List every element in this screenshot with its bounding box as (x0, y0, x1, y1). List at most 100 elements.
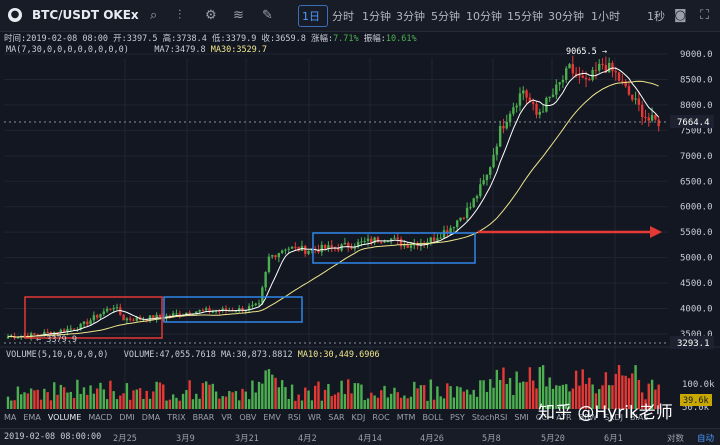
volume-bar (231, 392, 234, 409)
volume-bar (588, 377, 591, 409)
candle-body (294, 246, 297, 248)
candle-body (92, 315, 96, 321)
indicator-dmi[interactable]: DMI (119, 413, 135, 422)
indicator-stochrsi[interactable]: StochRSI (471, 413, 508, 422)
search-icon[interactable]: ⌕ (150, 8, 158, 23)
candle-body (109, 308, 112, 310)
log-scale-toggle[interactable]: 对数 (667, 434, 685, 444)
volume-bar (389, 393, 393, 409)
indicator-trix[interactable]: TRIX (167, 413, 186, 422)
volume-bar (489, 379, 492, 409)
volume-bar (403, 395, 406, 409)
candle-body (621, 80, 624, 82)
candle-body (366, 238, 370, 242)
indicator-bias[interactable]: BIAS (630, 413, 649, 422)
indicator-dma[interactable]: DMA (141, 413, 161, 422)
volume-bar (492, 387, 495, 409)
indicator-ema[interactable]: EMA (23, 413, 41, 422)
volume-bar (607, 385, 611, 409)
candle-body (195, 311, 198, 314)
candle-body (62, 329, 66, 332)
interval-3m[interactable]: 3分钟 (396, 10, 425, 23)
low-marker-box (670, 336, 714, 349)
volume-bar (16, 386, 20, 409)
fullscreen-icon[interactable]: ⛶ (700, 8, 710, 23)
volume-bar (49, 400, 53, 409)
volume-bar (604, 372, 608, 409)
indicator-ma[interactable]: MA (4, 413, 17, 422)
camera-icon[interactable]: ◙ (674, 8, 687, 23)
indicator-skdj[interactable]: SKDJ (604, 413, 624, 422)
volume-bar (158, 382, 162, 409)
indicator-bbw[interactable]: BBW (578, 413, 598, 422)
candle-body (310, 248, 314, 251)
indicator-kdj[interactable]: KDJ (351, 413, 366, 422)
indicator-mtm[interactable]: MTM (396, 413, 416, 422)
chart-type-icon[interactable]: ⫶ (178, 8, 182, 23)
interval-15m[interactable]: 15分钟 (507, 10, 543, 23)
interval-30m[interactable]: 30分钟 (548, 10, 584, 23)
volume-bar (591, 384, 594, 409)
volume-bar (142, 398, 145, 409)
info-low: 低:3379.9 (212, 34, 257, 44)
indicator-icon[interactable]: ≋ (233, 8, 244, 23)
interval-realtime[interactable]: 分时 (332, 10, 354, 23)
candle-body (598, 63, 601, 71)
candle-body (449, 227, 452, 233)
price-axis-label: 8000.0 (680, 101, 713, 111)
volume-bar (168, 399, 172, 409)
indicator-psy[interactable]: PSY (450, 413, 465, 422)
indicator-boll[interactable]: BOLL (422, 413, 444, 422)
volume-ma10: MA10:30,449.6906 (297, 350, 380, 360)
pair-title[interactable]: BTC/USDT OKEx (32, 8, 139, 22)
volume-bar (657, 384, 660, 409)
candle-body (247, 306, 251, 310)
volume-bar (297, 394, 300, 409)
interval-5m[interactable]: 5分钟 (431, 10, 460, 23)
indicator-sar[interactable]: SAR (328, 413, 345, 422)
auto-scale-toggle[interactable]: 自动 (697, 434, 715, 444)
candle-body (611, 62, 614, 72)
indicator-wr[interactable]: WR (307, 413, 322, 422)
candle-body (482, 180, 485, 185)
interval-1d[interactable]: 1日 (302, 10, 320, 23)
indicator-rsi[interactable]: RSI (287, 413, 301, 422)
indicator-obv[interactable]: OBV (239, 413, 257, 422)
indicator-macd[interactable]: MACD (88, 413, 113, 422)
volume-bar (188, 380, 191, 409)
info-high: 高:3738.4 (162, 34, 207, 44)
indicator-smi[interactable]: SMI (514, 413, 529, 422)
indicator-volume[interactable]: VOLUME (47, 413, 82, 422)
candle-body (617, 72, 621, 81)
price-axis-label: 3500.0 (680, 330, 713, 340)
volume-bar (46, 392, 49, 409)
candle-body (214, 310, 218, 312)
indicator-emv[interactable]: EMV (263, 413, 281, 422)
volume-bar (95, 388, 99, 409)
interval-1m[interactable]: 1分钟 (362, 10, 391, 23)
volume-bar (611, 385, 614, 409)
volume-bar (598, 389, 601, 409)
interval-10m[interactable]: 10分钟 (466, 10, 502, 23)
candle-body (145, 319, 148, 321)
interval-1h[interactable]: 1小时 (591, 10, 620, 23)
indicator-vr[interactable]: VR (221, 413, 233, 422)
candle-body (66, 328, 69, 332)
indicator-atr[interactable]: ATR (556, 413, 572, 422)
draw-tool-icon[interactable]: ✎ (262, 8, 273, 23)
candle-body (565, 68, 568, 80)
settings-icon[interactable]: ⚙ (205, 8, 217, 23)
refresh-rate[interactable]: 1秒 (647, 10, 665, 23)
volume-bar (109, 380, 112, 409)
volume-bar (191, 399, 195, 409)
indicator-cci[interactable]: CCI (535, 413, 550, 422)
indicator-brar[interactable]: BRAR (192, 413, 215, 422)
volume-bar (525, 381, 528, 409)
indicator-roc[interactable]: ROC (372, 413, 390, 422)
date-axis: 2019-02-08 08:00:00 2月25 3月9 3月21 4月2 4月… (0, 428, 720, 445)
volume-current-box (680, 394, 712, 406)
candle-body (604, 64, 608, 73)
candle-body (69, 328, 72, 330)
volume-ma30: MA:30,873.8812 (220, 350, 293, 360)
